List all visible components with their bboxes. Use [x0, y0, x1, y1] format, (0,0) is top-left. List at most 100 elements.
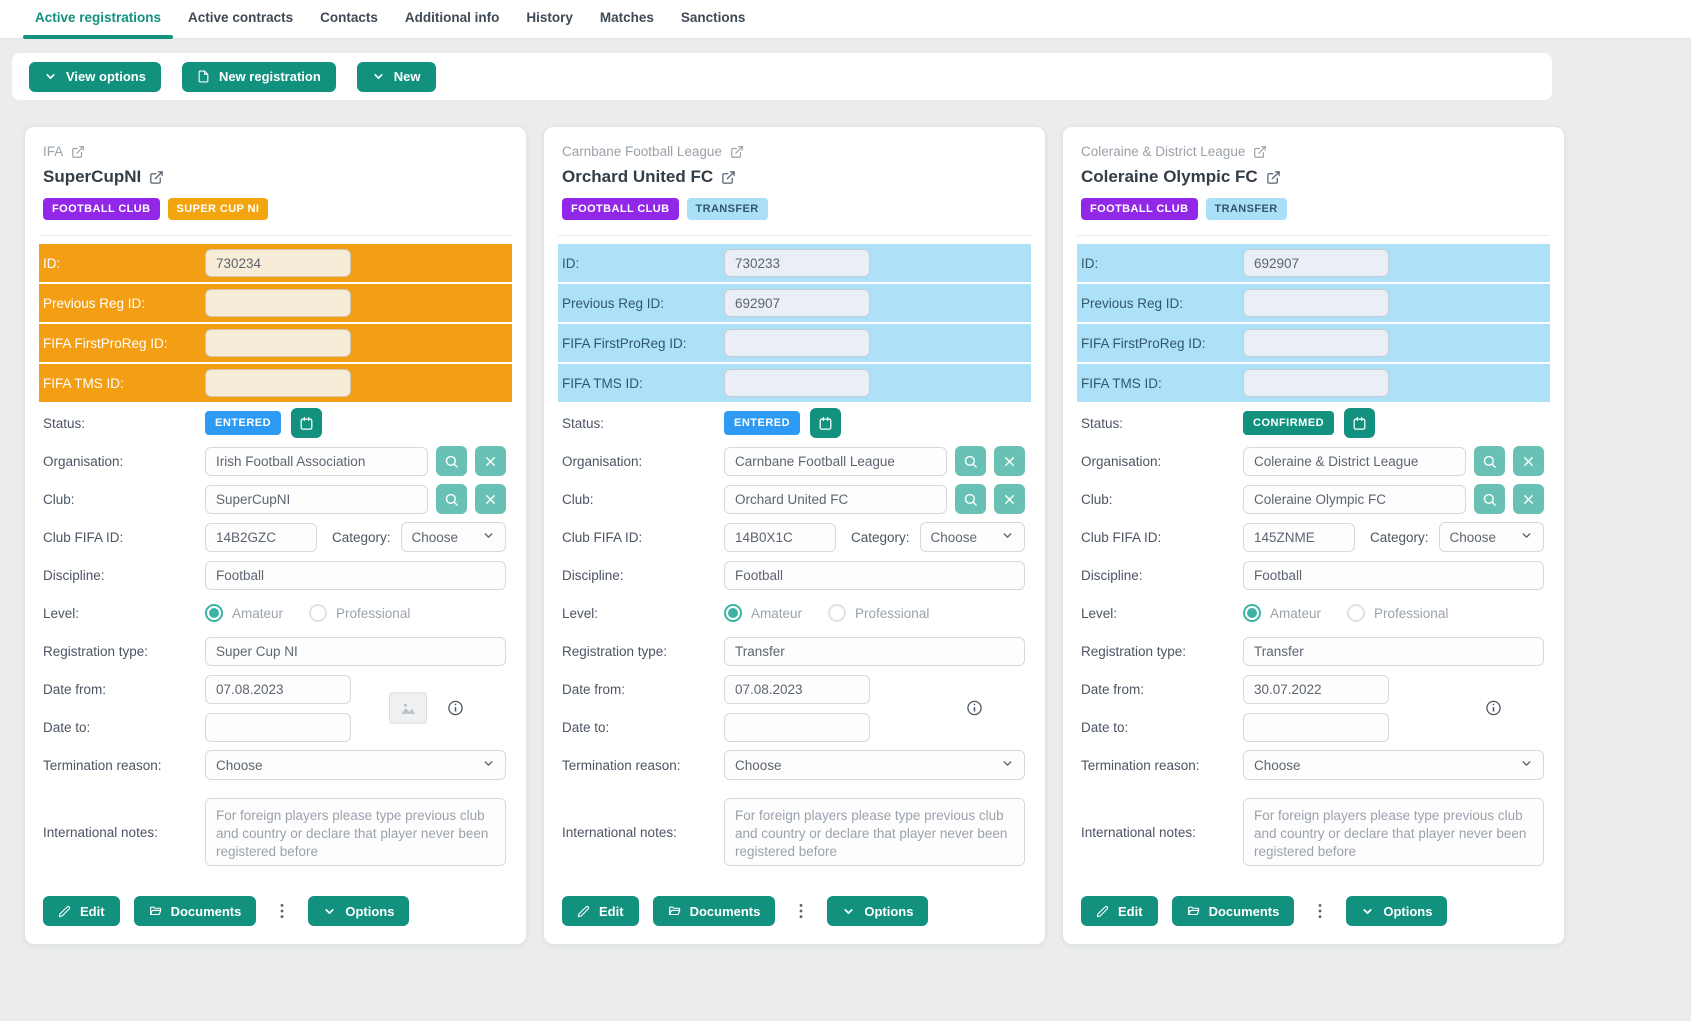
termination-reason-select[interactable]: Choose	[1243, 750, 1544, 780]
radio-professional[interactable]: Professional	[1347, 604, 1448, 622]
edit-button[interactable]: Edit	[562, 896, 639, 926]
discipline-label: Discipline:	[43, 567, 105, 583]
external-link-icon	[149, 170, 164, 185]
organisation-link[interactable]: IFA	[43, 144, 508, 159]
discipline-input[interactable]	[724, 560, 1025, 590]
club-fifa-id-input[interactable]	[724, 522, 836, 552]
status-badge: CONFIRMED	[1243, 411, 1335, 435]
radio-professional[interactable]: Professional	[309, 604, 410, 622]
organisation-input[interactable]	[205, 446, 428, 476]
termination-reason-select[interactable]: Choose	[205, 750, 506, 780]
fifa-firstproreg-id-input[interactable]	[1243, 329, 1389, 357]
club-link[interactable]: Coleraine Olympic FC	[1081, 167, 1546, 187]
radio-circle	[205, 604, 223, 622]
category-select[interactable]: Choose	[919, 522, 1025, 552]
kebab-menu-button[interactable]	[1311, 901, 1329, 921]
club-clear-button[interactable]	[1513, 484, 1544, 514]
tab-contacts[interactable]: Contacts	[320, 10, 378, 25]
discipline-input[interactable]	[1243, 560, 1544, 590]
tab-active-contracts[interactable]: Active contracts	[188, 10, 294, 25]
organisation-clear-button[interactable]	[1513, 446, 1544, 476]
options-button[interactable]: Options	[827, 896, 929, 926]
organisation-input[interactable]	[1243, 446, 1466, 476]
edit-button[interactable]: Edit	[43, 896, 120, 926]
club-search-button[interactable]	[955, 484, 986, 514]
date-to-input[interactable]	[724, 712, 870, 742]
category-select[interactable]: Choose	[1438, 522, 1544, 552]
kebab-menu-button[interactable]	[273, 901, 291, 921]
fifa-firstproreg-id-input[interactable]	[205, 329, 351, 357]
organisation-input[interactable]	[724, 446, 947, 476]
date-from-input[interactable]	[205, 674, 351, 704]
club-search-button[interactable]	[436, 484, 467, 514]
options-button[interactable]: Options	[308, 896, 410, 926]
status-calendar-button[interactable]	[810, 408, 842, 438]
international-notes-textarea[interactable]	[724, 798, 1025, 866]
prev-reg-id-input[interactable]	[724, 289, 870, 317]
club-search-button[interactable]	[1474, 484, 1505, 514]
club-link[interactable]: SuperCupNI	[43, 167, 508, 187]
documents-button[interactable]: Documents	[1171, 896, 1295, 926]
documents-button[interactable]: Documents	[652, 896, 776, 926]
organisation-link[interactable]: Carnbane Football League	[562, 144, 1027, 159]
fifa-tms-id-label: FIFA TMS ID:	[562, 375, 643, 391]
club-fifa-id-input[interactable]	[1243, 522, 1355, 552]
tab-matches[interactable]: Matches	[599, 10, 654, 25]
registration-type-input[interactable]	[724, 636, 1025, 666]
club-link[interactable]: Orchard United FC	[562, 167, 1027, 187]
club-clear-button[interactable]	[475, 484, 506, 514]
organisation-clear-button[interactable]	[475, 446, 506, 476]
discipline-input[interactable]	[205, 560, 506, 590]
id-input[interactable]	[205, 249, 351, 277]
tab-sanctions[interactable]: Sanctions	[680, 10, 746, 25]
organisation-search-button[interactable]	[955, 446, 986, 476]
international-notes-textarea[interactable]	[205, 798, 506, 866]
radio-amateur[interactable]: Amateur	[1243, 604, 1321, 622]
date-to-input[interactable]	[1243, 712, 1389, 742]
date-from-input[interactable]	[724, 674, 870, 704]
tab-history[interactable]: History	[526, 10, 573, 25]
radio-amateur[interactable]: Amateur	[205, 604, 283, 622]
fifa-tms-id-input[interactable]	[1243, 369, 1389, 397]
prev-reg-id-input[interactable]	[1243, 289, 1389, 317]
tab-active-registrations[interactable]: Active registrations	[22, 10, 174, 39]
date-from-input[interactable]	[1243, 674, 1389, 704]
image-placeholder-icon[interactable]	[389, 692, 427, 724]
prev-reg-id-input[interactable]	[205, 289, 351, 317]
info-icon[interactable]	[1485, 700, 1502, 717]
organisation-clear-button[interactable]	[994, 446, 1025, 476]
termination-reason-select[interactable]: Choose	[724, 750, 1025, 780]
id-input[interactable]	[724, 249, 870, 277]
id-input[interactable]	[1243, 249, 1389, 277]
edit-button[interactable]: Edit	[1081, 896, 1158, 926]
international-notes-textarea[interactable]	[1243, 798, 1544, 866]
options-button[interactable]: Options	[1346, 896, 1448, 926]
organisation-search-button[interactable]	[1474, 446, 1505, 476]
date-to-input[interactable]	[205, 712, 351, 742]
category-select[interactable]: Choose	[400, 522, 506, 552]
club-fifa-id-input[interactable]	[205, 522, 317, 552]
documents-button[interactable]: Documents	[133, 896, 257, 926]
tab-additional-info[interactable]: Additional info	[404, 10, 500, 25]
organisation-link[interactable]: Coleraine & District League	[1081, 144, 1546, 159]
club-clear-button[interactable]	[994, 484, 1025, 514]
registration-type-input[interactable]	[205, 636, 506, 666]
view-options-button[interactable]: View options	[29, 61, 161, 92]
club-input[interactable]	[1243, 484, 1466, 514]
info-icon[interactable]	[447, 700, 464, 717]
fifa-firstproreg-id-input[interactable]	[724, 329, 870, 357]
registration-type-input[interactable]	[1243, 636, 1544, 666]
fifa-tms-id-input[interactable]	[205, 369, 351, 397]
status-calendar-button[interactable]	[291, 408, 323, 438]
radio-professional[interactable]: Professional	[828, 604, 929, 622]
new-button[interactable]: New	[356, 61, 436, 92]
status-calendar-button[interactable]	[1344, 408, 1376, 438]
club-input[interactable]	[205, 484, 428, 514]
info-icon[interactable]	[966, 700, 983, 717]
fifa-tms-id-input[interactable]	[724, 369, 870, 397]
radio-amateur[interactable]: Amateur	[724, 604, 802, 622]
organisation-search-button[interactable]	[436, 446, 467, 476]
kebab-menu-button[interactable]	[792, 901, 810, 921]
new-registration-button[interactable]: New registration	[181, 61, 336, 92]
club-input[interactable]	[724, 484, 947, 514]
